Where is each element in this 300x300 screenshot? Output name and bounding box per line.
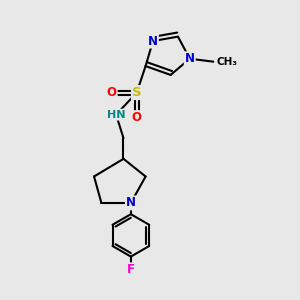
Text: N: N (148, 34, 158, 48)
Text: O: O (107, 86, 117, 99)
Text: F: F (127, 263, 135, 276)
Text: O: O (132, 111, 142, 124)
Text: S: S (132, 86, 142, 99)
Text: N: N (185, 52, 195, 65)
Text: N: N (126, 196, 136, 209)
Text: HN: HN (107, 110, 125, 120)
Text: CH₃: CH₃ (216, 57, 237, 67)
